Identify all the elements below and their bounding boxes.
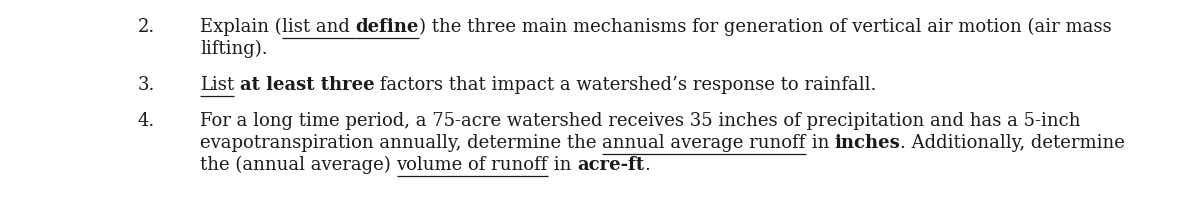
- Text: 2.: 2.: [138, 18, 155, 36]
- Text: For a long time period, a 75-acre watershed receives 35 inches of precipitation : For a long time period, a 75-acre waters…: [200, 112, 1080, 130]
- Text: Explain (: Explain (: [200, 18, 282, 36]
- Text: in: in: [547, 156, 577, 174]
- Text: volume of runoff: volume of runoff: [396, 156, 547, 174]
- Text: 4.: 4.: [138, 112, 155, 130]
- Text: factors that impact a watershed’s response to rainfall.: factors that impact a watershed’s respon…: [374, 76, 877, 94]
- Text: at least three: at least three: [240, 76, 374, 94]
- Text: list and: list and: [282, 18, 355, 36]
- Text: List: List: [200, 76, 234, 94]
- Text: ) the three main mechanisms for generation of vertical air motion (air mass: ) the three main mechanisms for generati…: [419, 18, 1111, 36]
- Text: define: define: [355, 18, 419, 36]
- Text: .: .: [644, 156, 650, 174]
- Text: 3.: 3.: [138, 76, 155, 94]
- Text: . Additionally, determine: . Additionally, determine: [900, 134, 1126, 152]
- Text: lifting).: lifting).: [200, 40, 268, 58]
- Text: inches: inches: [835, 134, 900, 152]
- Text: in: in: [805, 134, 835, 152]
- Text: evapotranspiration annually, determine the: evapotranspiration annually, determine t…: [200, 134, 602, 152]
- Text: acre-ft: acre-ft: [577, 156, 644, 174]
- Text: annual average runoff: annual average runoff: [602, 134, 805, 152]
- Text: the (annual average): the (annual average): [200, 156, 396, 174]
